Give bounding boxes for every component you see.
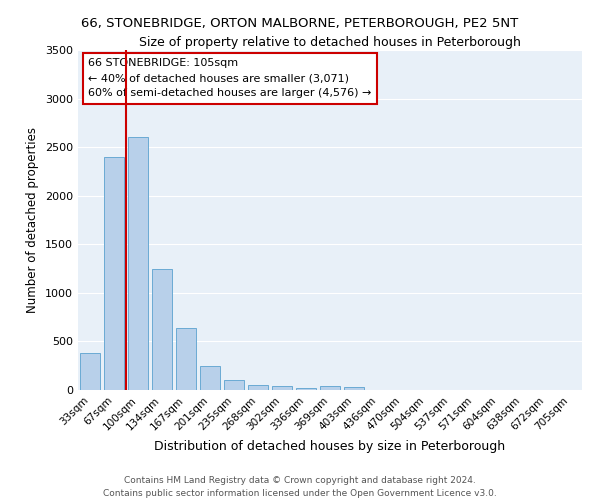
Bar — [176, 328, 196, 390]
Text: 66, STONEBRIDGE, ORTON MALBORNE, PETERBOROUGH, PE2 5NT: 66, STONEBRIDGE, ORTON MALBORNE, PETERBO… — [82, 18, 518, 30]
Bar — [80, 353, 100, 390]
Y-axis label: Number of detached properties: Number of detached properties — [26, 127, 40, 313]
Bar — [128, 138, 148, 390]
Title: Size of property relative to detached houses in Peterborough: Size of property relative to detached ho… — [139, 36, 521, 49]
Text: Contains HM Land Registry data © Crown copyright and database right 2024.
Contai: Contains HM Land Registry data © Crown c… — [103, 476, 497, 498]
Bar — [104, 157, 124, 390]
Bar — [344, 387, 364, 390]
Bar — [152, 268, 172, 390]
Bar — [272, 386, 292, 390]
Bar — [224, 380, 244, 390]
Text: 66 STONEBRIDGE: 105sqm
← 40% of detached houses are smaller (3,071)
60% of semi-: 66 STONEBRIDGE: 105sqm ← 40% of detached… — [88, 58, 371, 98]
X-axis label: Distribution of detached houses by size in Peterborough: Distribution of detached houses by size … — [154, 440, 506, 453]
Bar — [320, 386, 340, 390]
Bar — [200, 366, 220, 390]
Bar — [248, 384, 268, 390]
Bar — [296, 388, 316, 390]
